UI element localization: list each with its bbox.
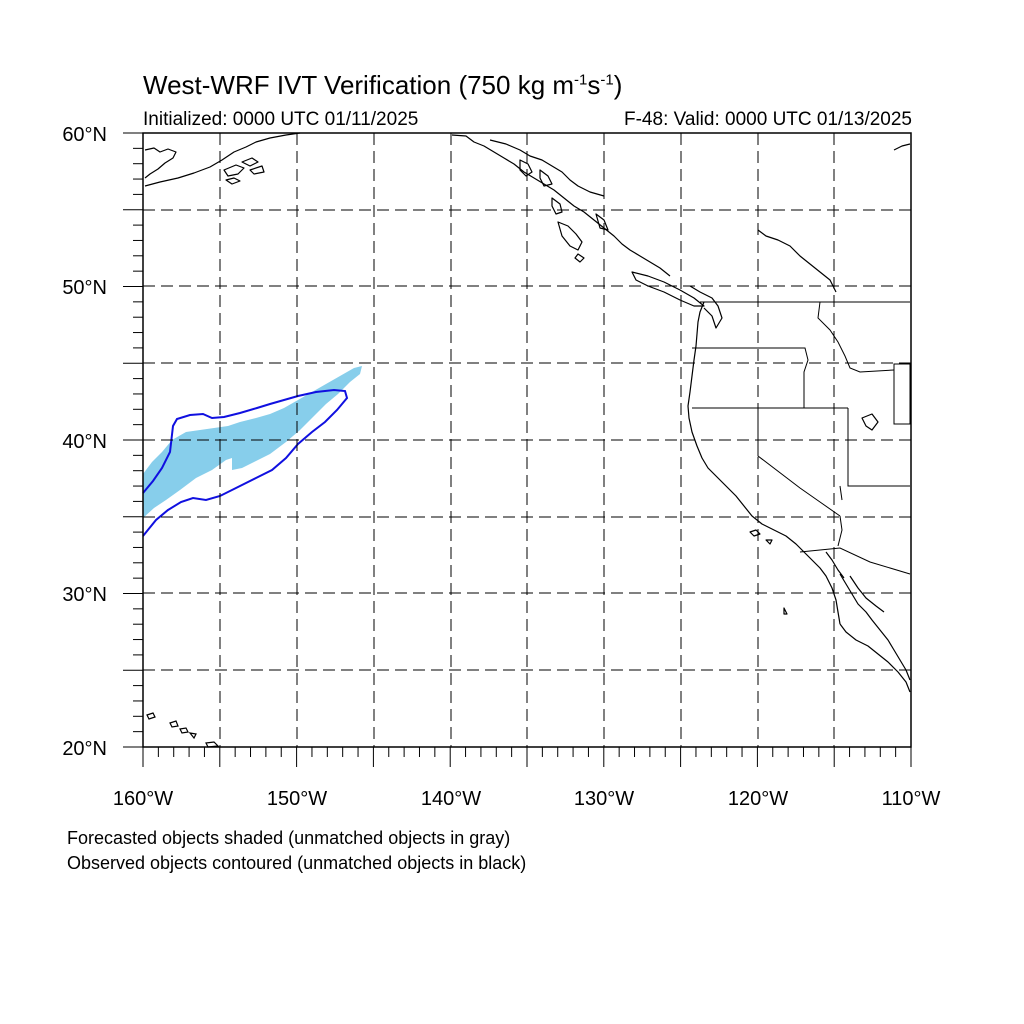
lon-label-150w: 150°W	[267, 788, 327, 810]
lat-label-20n: 20°N	[62, 738, 107, 760]
valid-time-label: F-48: Valid: 0000 UTC 01/13/2025	[624, 109, 912, 130]
latitude-labels: 60°N 50°N 40°N 30°N 20°N	[62, 124, 107, 760]
init-time-label: Initialized: 0000 UTC 01/11/2025	[143, 109, 419, 130]
lat-label-30n: 30°N	[62, 584, 107, 606]
observed-note: Observed objects contoured (unmatched ob…	[67, 853, 527, 873]
lat-label-50n: 50°N	[62, 277, 107, 299]
axis-ticks	[123, 132, 912, 767]
lon-label-120w: 120°W	[728, 788, 788, 810]
longitude-labels: 160°W 150°W 140°W 130°W 120°W 110°W	[113, 788, 941, 810]
legend-notes: Forecasted objects shaded (unmatched obj…	[67, 826, 526, 876]
coastlines	[144, 132, 911, 693]
lon-label-140w: 140°W	[421, 788, 481, 810]
lon-label-130w: 130°W	[574, 788, 634, 810]
lat-label-60n: 60°N	[62, 124, 107, 146]
lon-label-110w: 110°W	[882, 788, 941, 810]
political-borders	[692, 301, 911, 575]
graticule	[143, 133, 911, 747]
forecast-ivt-object	[143, 366, 362, 518]
forecast-note: Forecasted objects shaded (unmatched obj…	[67, 828, 511, 848]
lat-label-40n: 40°N	[62, 431, 107, 453]
observed-ivt-object	[142, 388, 349, 537]
map-title: West-WRF IVT Verification (750 kg m-1s-1…	[143, 70, 623, 100]
hawaii-islands	[146, 712, 220, 748]
lon-label-160w: 160°W	[113, 788, 173, 810]
